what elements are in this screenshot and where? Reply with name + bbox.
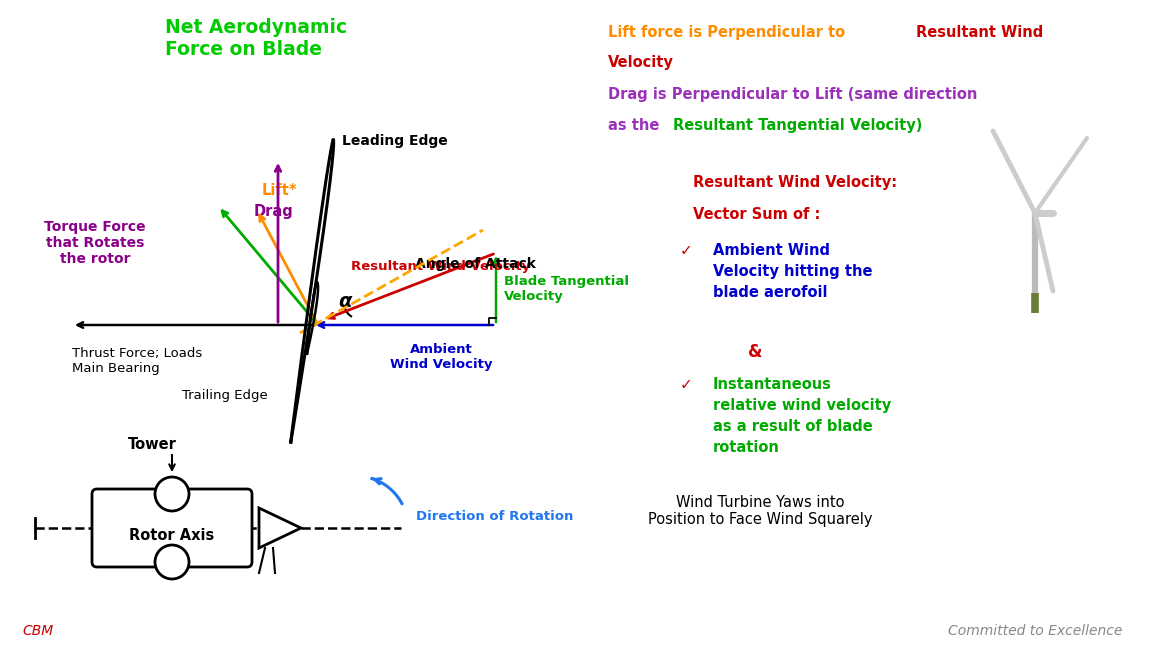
Text: Resultant Wind Velocity:: Resultant Wind Velocity:	[693, 175, 897, 190]
Text: Blade Tangential
Velocity: Blade Tangential Velocity	[504, 275, 629, 303]
Text: Vector Sum of :: Vector Sum of :	[693, 207, 820, 222]
Text: Wind Turbine Yaws into
Position to Face Wind Squarely: Wind Turbine Yaws into Position to Face …	[648, 495, 873, 527]
Text: Angle of Attack: Angle of Attack	[415, 257, 536, 271]
Text: Instantaneous
relative wind velocity
as a result of blade
rotation: Instantaneous relative wind velocity as …	[713, 377, 892, 455]
Text: as the: as the	[608, 118, 665, 133]
FancyBboxPatch shape	[92, 489, 252, 567]
Text: α: α	[338, 292, 351, 311]
Text: Ambient Wind
Velocity hitting the
blade aerofoil: Ambient Wind Velocity hitting the blade …	[713, 243, 873, 300]
Text: Direction of Rotation: Direction of Rotation	[417, 509, 573, 522]
Text: Trailing Edge: Trailing Edge	[183, 389, 268, 402]
Text: Leading Edge: Leading Edge	[342, 134, 448, 148]
Text: Resultant Wind Velocity: Resultant Wind Velocity	[351, 260, 531, 273]
Text: CBM: CBM	[22, 624, 54, 638]
Text: Net Aerodynamic
Force on Blade: Net Aerodynamic Force on Blade	[165, 18, 347, 59]
Circle shape	[154, 477, 190, 511]
Text: &: &	[748, 343, 763, 361]
Text: Velocity: Velocity	[608, 55, 674, 70]
Text: ✓: ✓	[680, 377, 693, 392]
Text: Thrust Force; Loads
Main Bearing: Thrust Force; Loads Main Bearing	[73, 347, 202, 375]
Text: Lift force is Perpendicular to: Lift force is Perpendicular to	[608, 25, 851, 40]
Text: Drag is Perpendicular to Lift (same direction: Drag is Perpendicular to Lift (same dire…	[608, 87, 977, 102]
Text: Resultant Wind: Resultant Wind	[916, 25, 1044, 40]
Text: Committed to Excellence: Committed to Excellence	[948, 624, 1122, 638]
Circle shape	[154, 545, 190, 579]
Text: Tower: Tower	[128, 437, 177, 452]
Text: Ambient
Wind Velocity: Ambient Wind Velocity	[390, 343, 493, 371]
Polygon shape	[259, 508, 301, 548]
Text: Resultant Tangential Velocity): Resultant Tangential Velocity)	[673, 118, 922, 133]
Text: Drag: Drag	[254, 204, 294, 219]
Text: ✓: ✓	[680, 243, 693, 258]
Text: Rotor Axis: Rotor Axis	[130, 528, 214, 543]
Text: Torque Force
that Rotates
the rotor: Torque Force that Rotates the rotor	[44, 220, 146, 266]
Text: Lift*: Lift*	[262, 183, 297, 199]
